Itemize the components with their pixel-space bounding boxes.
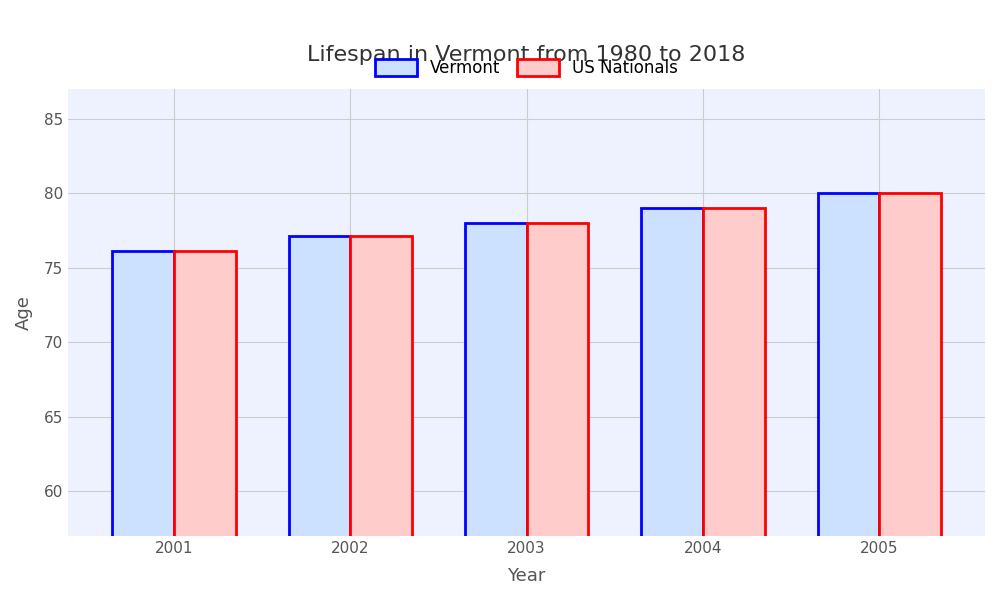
Bar	[879, 193, 941, 600]
Title: Lifespan in Vermont from 1980 to 2018: Lifespan in Vermont from 1980 to 2018	[307, 45, 746, 65]
Bar	[641, 208, 703, 600]
Legend: Vermont, US Nationals: Vermont, US Nationals	[369, 52, 685, 84]
Bar	[703, 208, 765, 600]
Bar	[818, 193, 879, 600]
Y-axis label: Age: Age	[15, 295, 33, 330]
Bar	[527, 223, 588, 600]
X-axis label: Year: Year	[507, 567, 546, 585]
Bar	[112, 251, 174, 600]
Bar	[465, 223, 527, 600]
Bar	[289, 236, 350, 600]
Bar	[350, 236, 412, 600]
Bar	[174, 251, 236, 600]
